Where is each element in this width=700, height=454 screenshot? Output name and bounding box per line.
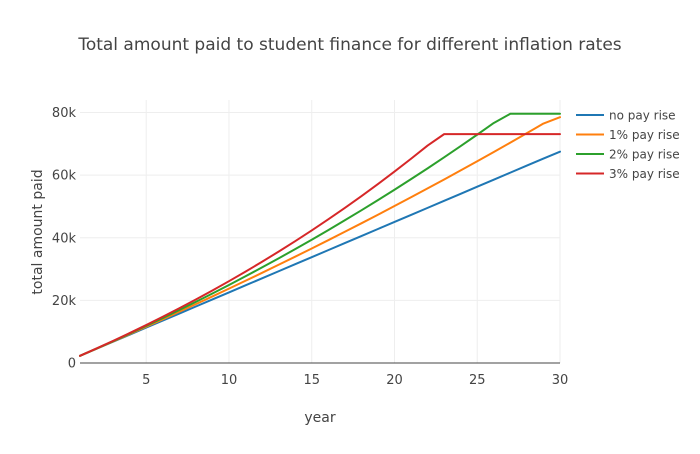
x-tick-label: 10 <box>221 373 238 388</box>
legend-label: no pay rise <box>609 109 676 123</box>
x-tick-label: 5 <box>142 373 150 388</box>
x-tick-label: 20 <box>386 373 403 388</box>
legend-label: 1% pay rise <box>609 128 680 142</box>
y-tick-label: 20k <box>52 294 77 309</box>
legend-item[interactable]: 1% pay rise <box>576 128 680 142</box>
y-tick-label: 0 <box>68 357 76 372</box>
series-lines <box>79 112 561 357</box>
legend-label: 3% pay rise <box>609 167 680 181</box>
series-line-1 <box>79 150 561 357</box>
legend-item[interactable]: 2% pay rise <box>576 148 680 162</box>
x-tick-label: 15 <box>303 373 320 388</box>
legend[interactable]: no pay rise 1% pay rise 2% pay rise 3% pay … <box>576 109 680 182</box>
x-tick-label: 30 <box>552 373 569 388</box>
y-tick-label: 60k <box>52 169 77 184</box>
series-line-4 <box>79 133 561 357</box>
x-tick-label: 25 <box>469 373 486 388</box>
y-tick-label: 80k <box>52 106 77 121</box>
series-line-3 <box>79 112 561 357</box>
series-line-2 <box>79 116 561 357</box>
y-tick-label: 40k <box>52 231 77 246</box>
legend-item[interactable]: 3% pay rise <box>576 167 680 181</box>
grid <box>80 100 561 363</box>
legend-label: 2% pay rise <box>609 148 680 162</box>
chart-title: Total amount paid to student finance for… <box>77 35 621 55</box>
axes: 5 10 15 20 25 30 0 20k 40k 60k 80k <box>52 106 568 388</box>
x-axis-title: year <box>304 410 335 426</box>
y-axis-title: total amount paid <box>30 169 46 294</box>
legend-item[interactable]: no pay rise <box>576 109 676 123</box>
